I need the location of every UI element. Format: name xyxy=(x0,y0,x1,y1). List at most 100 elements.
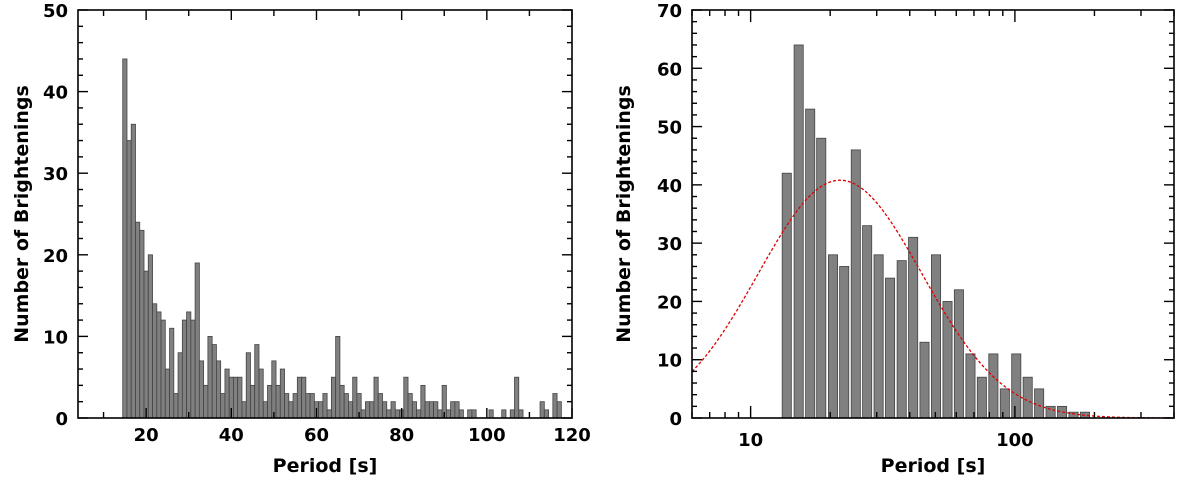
right-bar xyxy=(1068,411,1079,419)
right-bar xyxy=(873,254,884,419)
left-bar xyxy=(420,384,426,419)
left-bar xyxy=(433,401,439,419)
left-x-tick-label: 40 xyxy=(219,425,244,446)
right-y-tick-label: 50 xyxy=(657,118,682,139)
left-bar xyxy=(428,401,434,419)
left-bar xyxy=(454,401,460,419)
right-y-tick-label: 0 xyxy=(669,409,682,430)
left-bar xyxy=(147,254,153,419)
left-bar xyxy=(262,401,268,419)
left-y-tick-label: 0 xyxy=(55,409,68,430)
right-bar xyxy=(828,254,838,419)
left-bar xyxy=(458,409,464,419)
left-x-tick-label: 120 xyxy=(553,425,591,446)
left-bar xyxy=(437,409,443,419)
left-bar xyxy=(186,311,192,419)
left-bar xyxy=(335,335,341,419)
left-bar xyxy=(352,376,358,419)
left-bar xyxy=(348,401,354,419)
left-bar xyxy=(224,368,230,419)
left-bar xyxy=(152,303,158,419)
left-bar xyxy=(326,409,332,419)
right-bar xyxy=(850,149,861,419)
left-bar xyxy=(241,401,247,419)
right-bar xyxy=(976,376,987,419)
left-x-tick-label: 80 xyxy=(389,425,414,446)
left-bar xyxy=(467,409,473,419)
left-bar xyxy=(250,384,256,419)
left-bar xyxy=(518,409,524,419)
left-bar xyxy=(169,327,175,419)
left-y-tick-label: 30 xyxy=(43,164,68,185)
right-bar xyxy=(1022,376,1033,419)
right-bar xyxy=(1034,388,1045,419)
right-y-tick-label: 70 xyxy=(657,1,682,22)
right-bar xyxy=(885,277,896,419)
left-bar xyxy=(539,401,545,419)
left-histogram-panel: 20 40 60 80 100 120 0 10 20 30 40 50 Period [s] Num… xyxy=(11,1,591,477)
left-bar xyxy=(296,376,302,419)
right-bar xyxy=(816,137,827,419)
left-bar xyxy=(377,393,383,419)
left-bar xyxy=(122,58,128,419)
right-x-axis-title: Period [s] xyxy=(881,455,986,477)
left-bar xyxy=(365,401,371,419)
left-bar xyxy=(552,393,558,419)
right-y-axis-title: Number of Brightenings xyxy=(613,85,635,343)
left-bar xyxy=(233,376,239,419)
left-bar xyxy=(143,270,149,419)
right-bar xyxy=(908,236,919,419)
left-bar xyxy=(382,401,388,419)
left-bar xyxy=(556,401,562,419)
left-y-axis-title: Number of Brightenings xyxy=(11,85,33,343)
left-y-tick-label: 20 xyxy=(43,246,68,267)
left-bar xyxy=(407,393,413,419)
left-bar xyxy=(271,360,277,419)
left-bar xyxy=(177,352,183,419)
right-bar xyxy=(805,108,816,419)
right-ticks-group: 10 100 0 10 20 30 40 50 60 70 xyxy=(657,1,1175,451)
left-y-tick-label: 40 xyxy=(43,83,68,104)
left-bar xyxy=(284,393,290,419)
left-bar xyxy=(258,368,264,419)
left-bar xyxy=(135,221,141,419)
left-x-tick-label: 20 xyxy=(134,425,159,446)
left-bar xyxy=(288,401,294,419)
left-bar xyxy=(194,262,200,419)
left-ticks-group: 20 40 60 80 100 120 0 10 20 30 40 50 xyxy=(43,1,591,446)
right-bar xyxy=(1045,405,1056,419)
left-bar xyxy=(126,140,132,419)
right-histogram-panel: 10 100 0 10 20 30 40 50 60 70 Period [s] Number o… xyxy=(613,1,1175,477)
left-bar xyxy=(267,384,273,419)
left-x-tick-label: 60 xyxy=(304,425,329,446)
left-bar xyxy=(203,384,209,419)
left-bar xyxy=(173,393,179,419)
left-bar xyxy=(216,360,222,419)
right-bar xyxy=(988,353,999,419)
left-bar xyxy=(211,344,217,419)
left-bar xyxy=(156,311,162,419)
left-bar xyxy=(245,352,251,419)
right-x-tick-label: 10 xyxy=(738,430,763,451)
left-bar xyxy=(160,319,166,419)
right-y-tick-label: 40 xyxy=(657,176,682,197)
right-bar xyxy=(896,260,907,419)
left-bar xyxy=(394,409,400,419)
right-bars-group xyxy=(781,44,1090,419)
left-y-tick-label: 10 xyxy=(43,327,68,348)
right-bar xyxy=(862,225,873,419)
left-bar xyxy=(386,409,392,419)
left-bar xyxy=(207,335,213,419)
right-bar xyxy=(919,341,930,419)
left-bar xyxy=(318,401,324,419)
right-bar xyxy=(781,172,792,419)
left-bar xyxy=(254,344,260,419)
left-bar xyxy=(322,393,328,419)
left-bar xyxy=(275,384,281,419)
left-bar xyxy=(411,401,417,419)
left-bar xyxy=(369,401,375,419)
right-bar xyxy=(999,388,1010,419)
left-bar xyxy=(330,376,337,419)
left-bar xyxy=(488,409,494,419)
